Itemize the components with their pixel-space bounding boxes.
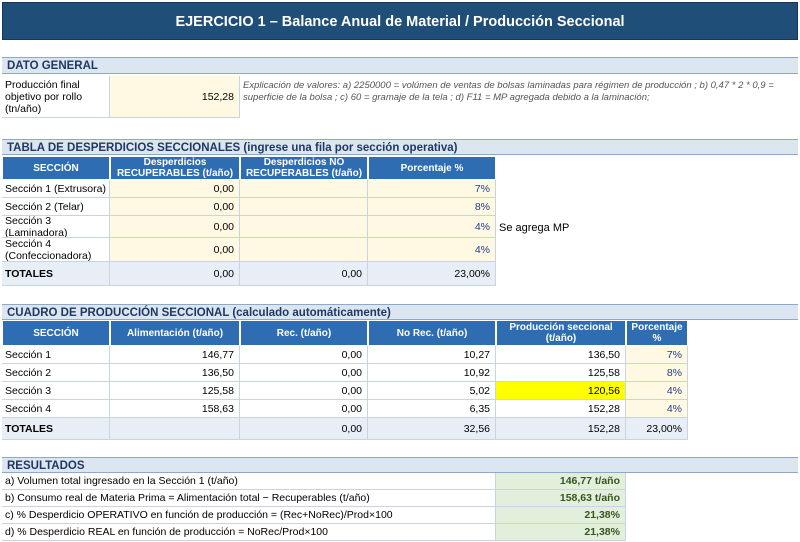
prod-row-pct: 4% bbox=[626, 400, 688, 418]
waste-row-rec-input[interactable]: 0,00 bbox=[110, 198, 240, 216]
prod-row-norec: 10,92 bbox=[368, 364, 496, 382]
waste-row-pct-input[interactable]: 4% bbox=[368, 216, 496, 238]
prod-row-seccion: Sección 3 bbox=[2, 382, 110, 400]
waste-row-norec-input[interactable] bbox=[240, 216, 368, 238]
prod-totals-alim bbox=[110, 418, 240, 440]
prod-col-produccion: Producción seccional (t/año) bbox=[496, 320, 626, 346]
prod-col-seccion: SECCIÓN bbox=[2, 320, 110, 346]
waste-row-pct-input[interactable]: 4% bbox=[368, 238, 496, 262]
values-explanation-note: Explicación de valores: a) 2250000 = vol… bbox=[243, 80, 774, 103]
prod-row-seccion: Sección 2 bbox=[2, 364, 110, 382]
result-value: 158,63 t/año bbox=[496, 490, 626, 507]
section-header-desperdicios: TABLA DE DESPERDICIOS SECCIONALES (ingre… bbox=[2, 139, 798, 155]
prod-row-norec: 10,27 bbox=[368, 346, 496, 364]
waste-row-norec-input[interactable] bbox=[240, 198, 368, 216]
waste-row-seccion: Sección 1 (Extrusora) bbox=[2, 180, 110, 198]
result-value: 146,77 t/año bbox=[496, 473, 626, 490]
waste-totals-norec: 0,00 bbox=[240, 262, 368, 286]
result-label: c) % Desperdicio OPERATIVO en función de… bbox=[2, 507, 496, 524]
sheet-title: EJERCICIO 1 – Balance Anual de Material … bbox=[2, 2, 798, 40]
prod-totals-rec: 0,00 bbox=[240, 418, 368, 440]
waste-row-pct-input[interactable]: 8% bbox=[368, 198, 496, 216]
section-header-produccion: CUADRO DE PRODUCCIÓN SECCIONAL (calculad… bbox=[2, 304, 798, 320]
prod-row-produccion-highlighted: 120,56 bbox=[496, 382, 626, 400]
result-label: a) Volumen total ingresado en la Sección… bbox=[2, 473, 496, 490]
waste-row-seccion: Sección 4 (Confeccionadora) bbox=[2, 238, 110, 262]
prod-row-alim: 146,77 bbox=[110, 346, 240, 364]
waste-col-recuperables: Desperdicios RECUPERABLES (t/año) bbox=[110, 156, 240, 180]
side-note-se-agrega-mp: Se agrega MP bbox=[499, 222, 570, 234]
waste-row-rec-input[interactable]: 0,00 bbox=[110, 238, 240, 262]
prod-row-rec: 0,00 bbox=[240, 382, 368, 400]
waste-col-porcentaje: Porcentaje % bbox=[368, 156, 496, 180]
waste-row-norec-input[interactable] bbox=[240, 238, 368, 262]
waste-row-pct-input[interactable]: 7% bbox=[368, 180, 496, 198]
production-target-label: Producción final objetivo por rollo (tn/… bbox=[2, 76, 110, 118]
waste-row-seccion: Sección 2 (Telar) bbox=[2, 198, 110, 216]
result-label: b) Consumo real de Materia Prima = Alime… bbox=[2, 490, 496, 507]
section-header-resultados: RESULTADOS bbox=[2, 457, 798, 473]
prod-col-rec: Rec. (t/año) bbox=[240, 320, 368, 346]
waste-row-rec-input[interactable]: 0,00 bbox=[110, 216, 240, 238]
waste-row-norec-input[interactable] bbox=[240, 180, 368, 198]
prod-row-rec: 0,00 bbox=[240, 400, 368, 418]
prod-totals-norec: 32,56 bbox=[368, 418, 496, 440]
prod-row-produccion: 136,50 bbox=[496, 346, 626, 364]
prod-totals-pct: 23,00% bbox=[626, 418, 688, 440]
result-value: 21,38% bbox=[496, 524, 626, 541]
prod-row-rec: 0,00 bbox=[240, 346, 368, 364]
prod-totals-label: TOTALES bbox=[2, 418, 110, 440]
prod-row-seccion: Sección 4 bbox=[2, 400, 110, 418]
waste-row-seccion: Sección 3 (Laminadora) bbox=[2, 216, 110, 238]
prod-row-seccion: Sección 1 bbox=[2, 346, 110, 364]
section-header-dato-general: DATO GENERAL bbox=[2, 57, 798, 74]
prod-row-alim: 125,58 bbox=[110, 382, 240, 400]
waste-col-no-recuperables: Desperdicios NO RECUPERABLES (t/año) bbox=[240, 156, 368, 180]
production-target-input[interactable]: 152,28 bbox=[110, 76, 240, 118]
result-value: 21,38% bbox=[496, 507, 626, 524]
prod-row-norec: 5,02 bbox=[368, 382, 496, 400]
prod-row-pct: 4% bbox=[626, 382, 688, 400]
prod-row-produccion: 125,58 bbox=[496, 364, 626, 382]
prod-row-norec: 6,35 bbox=[368, 400, 496, 418]
prod-row-alim: 158,63 bbox=[110, 400, 240, 418]
waste-col-seccion: SECCIÓN bbox=[2, 156, 110, 180]
waste-totals-label: TOTALES bbox=[2, 262, 110, 286]
result-label: d) % Desperdicio REAL en función de prod… bbox=[2, 524, 496, 541]
prod-row-alim: 136,50 bbox=[110, 364, 240, 382]
prod-row-pct: 7% bbox=[626, 346, 688, 364]
prod-row-rec: 0,00 bbox=[240, 364, 368, 382]
waste-totals-rec: 0,00 bbox=[110, 262, 240, 286]
prod-col-alimentacion: Alimentación (t/año) bbox=[110, 320, 240, 346]
prod-row-pct: 8% bbox=[626, 364, 688, 382]
waste-row-rec-input[interactable]: 0,00 bbox=[110, 180, 240, 198]
prod-row-produccion: 152,28 bbox=[496, 400, 626, 418]
prod-totals-produccion: 152,28 bbox=[496, 418, 626, 440]
waste-totals-pct: 23,00% bbox=[368, 262, 496, 286]
prod-col-norec: No Rec. (t/año) bbox=[368, 320, 496, 346]
prod-col-porcentaje: Porcentaje % bbox=[626, 320, 688, 346]
